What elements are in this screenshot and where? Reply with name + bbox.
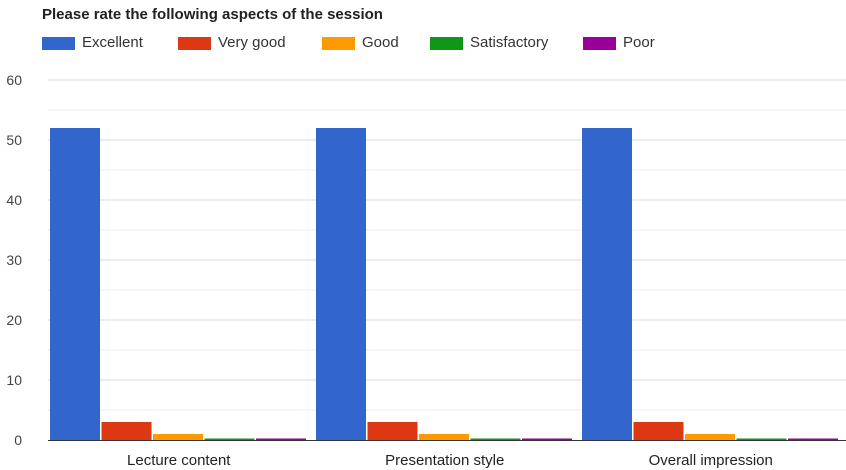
legend-swatch bbox=[583, 37, 616, 50]
legend-label: Excellent bbox=[82, 34, 143, 51]
bar-good-3 bbox=[685, 434, 735, 440]
legend-label: Good bbox=[362, 34, 399, 51]
bar-poor-1 bbox=[256, 438, 306, 440]
bar-poor-2 bbox=[522, 438, 572, 440]
bar-excellent-1 bbox=[50, 128, 100, 440]
bar-very-good-1 bbox=[101, 422, 152, 440]
legend-swatch bbox=[322, 37, 355, 50]
bar-excellent-2 bbox=[316, 128, 366, 440]
bar-very-good-2 bbox=[367, 422, 418, 440]
bar-satisfactory-3 bbox=[736, 438, 787, 440]
y-tick-label: 60 bbox=[6, 72, 22, 88]
bar-excellent-3 bbox=[582, 128, 632, 440]
chart-title: Please rate the following aspects of the… bbox=[42, 6, 383, 23]
bar-poor-3 bbox=[788, 438, 838, 440]
legend-swatch bbox=[430, 37, 463, 50]
bar-satisfactory-2 bbox=[470, 438, 521, 440]
bar-good-1 bbox=[153, 434, 203, 440]
bar-very-good-3 bbox=[633, 422, 684, 440]
legend-swatch bbox=[42, 37, 75, 50]
bar-good-2 bbox=[419, 434, 469, 440]
y-tick-label: 50 bbox=[6, 132, 22, 148]
bar-satisfactory-1 bbox=[204, 438, 255, 440]
y-tick-label: 0 bbox=[14, 432, 22, 448]
x-category-label: Lecture content bbox=[127, 452, 231, 469]
legend-label: Satisfactory bbox=[470, 34, 549, 51]
x-category-label: Presentation style bbox=[385, 452, 504, 469]
y-tick-label: 20 bbox=[6, 312, 22, 328]
y-tick-label: 40 bbox=[6, 192, 22, 208]
legend-label: Very good bbox=[218, 34, 286, 51]
legend-label: Poor bbox=[623, 34, 655, 51]
y-tick-label: 30 bbox=[6, 252, 22, 268]
legend-swatch bbox=[178, 37, 211, 50]
x-category-label: Overall impression bbox=[649, 452, 773, 469]
y-tick-label: 10 bbox=[6, 372, 22, 388]
